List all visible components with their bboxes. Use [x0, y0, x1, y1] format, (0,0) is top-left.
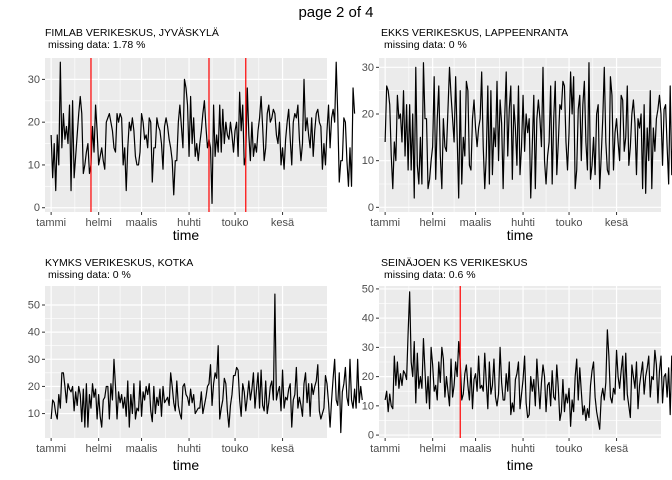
chart-title: FIMLAB VERIKESKUS, JYVÄSKYLÄ	[45, 27, 219, 39]
y-tick-label: 20	[28, 381, 40, 393]
y-tick-label: 10	[28, 408, 40, 420]
x-tick-label: tammi	[36, 443, 66, 455]
x-tick-label: helmi	[419, 217, 445, 229]
y-tick-label: 50	[362, 283, 374, 295]
y-tick-label: 30	[362, 62, 374, 74]
x-tick-label: tammi	[36, 217, 66, 229]
y-tick-label: 10	[362, 400, 374, 412]
y-tick-label: 30	[362, 342, 374, 354]
y-tick-label: 10	[362, 155, 374, 167]
x-tick-label: touko	[222, 217, 249, 229]
y-tick-label: 10	[28, 159, 40, 171]
y-tick-label: 50	[28, 300, 40, 312]
chart-subtitle: missing data: 0.6 %	[384, 269, 476, 281]
y-tick-label: 0	[368, 430, 374, 442]
x-tick-label: kesä	[605, 217, 629, 229]
x-tick-label: huhti	[177, 443, 201, 455]
series-line	[384, 291, 672, 430]
page-title: page 2 of 4	[298, 4, 373, 21]
y-tick-label: 40	[362, 313, 374, 325]
x-tick-label: maalis	[460, 443, 492, 455]
chart-subtitle: missing data: 0 %	[384, 39, 467, 51]
x-axis-title: time	[173, 457, 200, 473]
x-tick-label: touko	[222, 443, 249, 455]
series-line	[50, 61, 356, 205]
x-tick-label: huhti	[511, 443, 535, 455]
plot-panel	[45, 58, 327, 212]
y-tick-label: 30	[28, 354, 40, 366]
x-axis-title: time	[173, 227, 200, 243]
chart-subtitle: missing data: 0 %	[48, 269, 131, 281]
x-tick-label: tammi	[370, 217, 400, 229]
plot-panel	[379, 58, 661, 212]
series-line	[50, 293, 363, 434]
x-tick-label: helmi	[85, 443, 111, 455]
x-axis-title: time	[507, 457, 534, 473]
y-tick-label: 0	[368, 202, 374, 214]
series-line	[384, 62, 672, 199]
x-tick-label: kesä	[271, 443, 295, 455]
plot-panel	[45, 286, 327, 438]
y-tick-label: 0	[34, 202, 40, 214]
y-tick-label: 30	[28, 74, 40, 86]
chart-title: KYMKS VERIKESKUS, KOTKA	[45, 257, 193, 269]
y-tick-label: 20	[362, 109, 374, 121]
x-tick-label: huhti	[177, 217, 201, 229]
chart-title: SEINÄJOEN KS VERIKESKUS	[381, 257, 527, 269]
x-tick-label: tammi	[370, 443, 400, 455]
x-tick-label: touko	[556, 443, 583, 455]
x-tick-label: maalis	[460, 217, 492, 229]
y-tick-label: 40	[28, 327, 40, 339]
chart-title: EKKS VERIKESKUS, LAPPEENRANTA	[381, 27, 568, 39]
y-tick-label: 20	[28, 117, 40, 129]
x-tick-label: helmi	[85, 217, 111, 229]
x-tick-label: kesä	[605, 443, 629, 455]
x-tick-label: maalis	[126, 443, 158, 455]
y-tick-label: 20	[362, 371, 374, 383]
chart-subtitle: missing data: 1.78 %	[48, 39, 145, 51]
x-tick-label: helmi	[419, 443, 445, 455]
x-axis-title: time	[507, 227, 534, 243]
x-tick-label: maalis	[126, 217, 158, 229]
x-tick-label: huhti	[511, 217, 535, 229]
x-tick-label: touko	[556, 217, 583, 229]
x-tick-label: kesä	[271, 217, 295, 229]
